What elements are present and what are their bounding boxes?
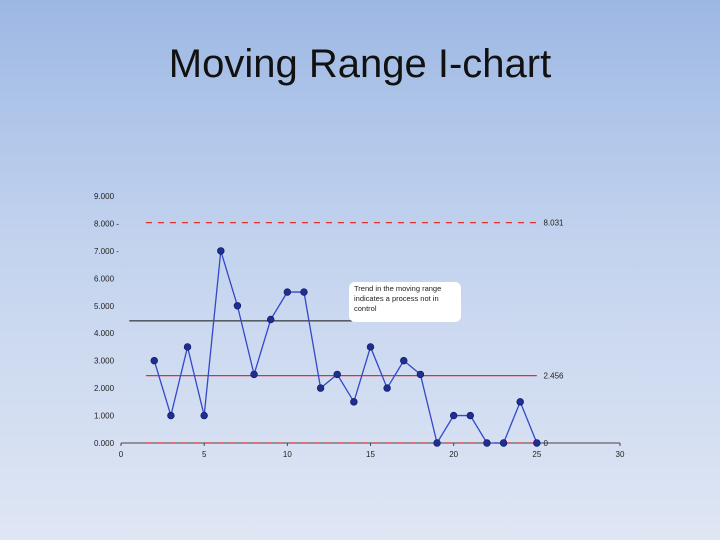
reference-label-1: 2.456 — [543, 372, 564, 381]
data-point-15 — [400, 356, 408, 365]
data-point-6 — [250, 370, 258, 379]
data-point-4 — [217, 247, 225, 255]
data-point-10 — [316, 384, 325, 392]
x-tick-label-30: 30 — [616, 450, 625, 459]
data-point-2 — [183, 343, 192, 351]
x-tick-label-25: 25 — [532, 450, 541, 459]
chart-annotation: Trend in the moving range indicates a pr… — [349, 282, 461, 322]
data-point-18 — [449, 411, 458, 420]
data-point-22 — [516, 398, 524, 406]
data-point-23 — [533, 439, 541, 447]
data-point-3 — [200, 411, 208, 420]
data-point-14 — [383, 384, 391, 392]
y-tick-label-4: 4.000 — [94, 329, 115, 338]
data-point-16 — [416, 370, 425, 379]
y-tick-label-9: 9.000 — [94, 192, 115, 201]
y-tick-label-2: 2.000 — [94, 384, 115, 393]
y-tick-label-8: 8.000 - — [94, 219, 119, 228]
reference-label-0: 8.031 — [543, 219, 564, 228]
y-tick-label-6: 6.000 — [94, 274, 115, 283]
x-tick-label-5: 5 — [202, 450, 207, 459]
y-tick-label-5: 5.000 — [94, 302, 115, 311]
tick-labels: 0 5 10 15 20 25 30 0.000 1.000 2.000 3.000 4.000 5.0… — [94, 192, 625, 459]
data-point-1 — [167, 411, 175, 420]
data-point-12 — [350, 398, 358, 406]
data-point-5 — [233, 302, 242, 310]
y-tick-label-7: 7.000 - — [94, 247, 119, 256]
series-line-0 — [153, 250, 538, 445]
data-point-17 — [433, 439, 441, 447]
data-point-13 — [366, 343, 375, 351]
data-point-19 — [466, 411, 474, 420]
x-tick-label-15: 15 — [366, 450, 375, 459]
reference-label-2: 0 — [543, 439, 548, 448]
data-point-0 — [150, 356, 158, 365]
data-point-8 — [283, 288, 292, 296]
data-point-7 — [267, 315, 275, 324]
data-point-21 — [499, 439, 508, 447]
series-group — [150, 247, 541, 447]
reference-lines — [129, 221, 537, 444]
x-tick-label-0: 0 — [119, 450, 124, 459]
data-point-20 — [483, 439, 491, 447]
x-tick-label-20: 20 — [449, 450, 458, 459]
slide-title: Moving Range I-chart — [168, 42, 552, 86]
data-point-11 — [333, 370, 341, 379]
y-tick-label-0: 0.000 — [94, 439, 115, 448]
y-tick-label-1: 1.000 — [94, 412, 115, 421]
data-point-9 — [300, 288, 308, 296]
y-tick-label-3: 3.000 — [94, 357, 115, 366]
x-tick-label-10: 10 — [283, 450, 292, 459]
